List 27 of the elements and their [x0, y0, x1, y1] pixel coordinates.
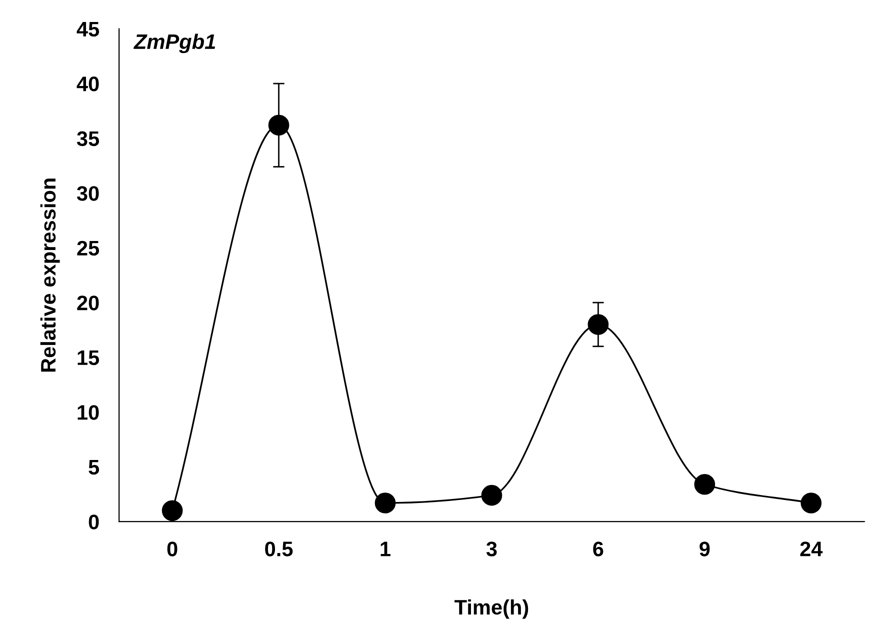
x-tick-label: 24	[800, 542, 823, 556]
y-tick-label: 5	[88, 460, 100, 475]
y-tick-label: 25	[77, 240, 100, 256]
x-tick-label: 0	[167, 542, 178, 556]
x-axis-title: Time(h)	[454, 599, 528, 619]
y-axis-title: Relative expression	[40, 178, 60, 372]
y-tick-label: 40	[76, 76, 99, 92]
point	[694, 474, 716, 495]
x-tick-label: 3	[486, 542, 497, 556]
point	[268, 114, 290, 136]
x-tick-label: 9	[700, 542, 710, 556]
point	[481, 484, 502, 506]
y-tick-label: 20	[77, 296, 99, 310]
y-tick-label: 30	[76, 186, 99, 201]
point	[374, 492, 396, 514]
y-tick-label: 10	[78, 405, 99, 420]
y-tick-label: 15	[78, 350, 100, 366]
point	[800, 492, 822, 514]
x-tick-label: 6	[593, 542, 604, 556]
y-tick-label: 35	[76, 131, 100, 146]
y-tick-label: 0	[88, 514, 99, 530]
x-tick-label: 0.5	[265, 542, 293, 556]
x-tick-label: 1	[380, 542, 390, 556]
y-tick-label: 45	[76, 22, 100, 37]
point	[162, 500, 183, 522]
point	[588, 314, 609, 335]
chart-title: ZmPgb1	[133, 34, 216, 54]
